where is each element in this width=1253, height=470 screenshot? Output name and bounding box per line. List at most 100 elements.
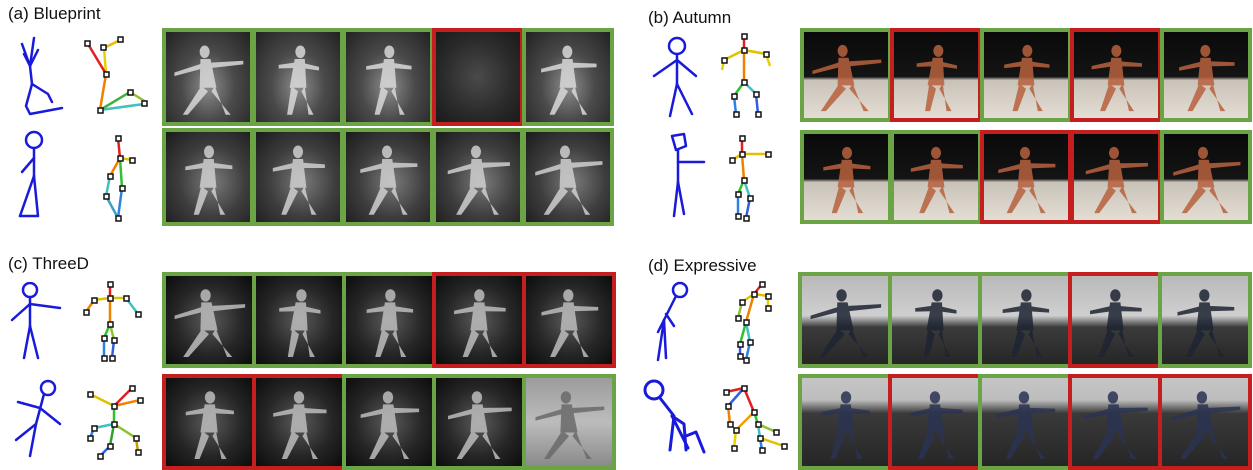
video-frame-image: [526, 378, 612, 466]
sketch-c-2: [14, 379, 62, 458]
video-frame-image: [984, 32, 1068, 118]
frame-d-1-3: [978, 272, 1072, 368]
video-frame-image: [1162, 378, 1248, 466]
frame-c-2-4: [432, 374, 526, 470]
skeleton-c-2: [87, 385, 144, 460]
video-frame-image: [1072, 276, 1158, 364]
frame-d-2-5: [1158, 374, 1252, 470]
video-frame-image: [256, 132, 340, 222]
frame-d-1-1: [798, 272, 892, 368]
video-frame-image: [436, 378, 522, 466]
frame-c-1-4: [432, 272, 526, 368]
video-frame-image: [526, 276, 612, 364]
sketch-b-2: [670, 132, 706, 218]
sketch-a-1: [20, 36, 64, 116]
video-frame-image: [1074, 134, 1158, 220]
video-frame-image: [526, 32, 610, 122]
panel-a-label: (a) Blueprint: [8, 4, 101, 23]
video-frame-image: [166, 276, 252, 364]
video-frame-image: [436, 132, 520, 222]
frame-a-1-1: [162, 28, 254, 126]
video-frame-image: [256, 276, 342, 364]
frame-c-1-5: [522, 272, 616, 368]
video-frame-image: [166, 32, 250, 122]
frame-b-1-4: [1070, 28, 1162, 122]
video-frame-image: [346, 132, 430, 222]
video-frame-image: [166, 132, 250, 222]
frame-c-2-3: [342, 374, 436, 470]
video-frame-image: [892, 276, 978, 364]
video-frame-image: [166, 378, 252, 466]
frame-a-2-3: [342, 128, 434, 226]
skeleton-d-2: [723, 385, 788, 454]
frame-a-1-2: [252, 28, 344, 126]
panel-d-label: (d) Expressive: [648, 256, 757, 275]
frame-c-1-2: [252, 272, 346, 368]
video-frame-image: [892, 378, 978, 466]
panel-b-label: (b) Autumn: [648, 8, 732, 27]
video-frame-image: [436, 32, 520, 122]
video-frame-image: [982, 276, 1068, 364]
sketch-d-2: [643, 379, 706, 454]
video-frame-image: [1072, 378, 1158, 466]
frame-d-2-1: [798, 374, 892, 470]
frame-c-2-1: [162, 374, 256, 470]
sketch-c-1: [10, 282, 62, 360]
frame-a-1-4: [432, 28, 524, 126]
frame-c-2-2: [252, 374, 346, 470]
frame-b-1-2: [890, 28, 982, 122]
frame-d-1-5: [1158, 272, 1252, 368]
video-frame-image: [346, 276, 432, 364]
frame-a-1-5: [522, 28, 614, 126]
frame-d-2-4: [1068, 374, 1162, 470]
video-frame-image: [804, 134, 888, 220]
video-frame-image: [894, 32, 978, 118]
frame-b-2-4: [1070, 130, 1162, 224]
sketch-b-1: [652, 36, 698, 118]
frame-b-2-1: [800, 130, 892, 224]
skeleton-c-1: [83, 281, 142, 362]
frame-a-1-3: [342, 28, 434, 126]
frame-a-2-5: [522, 128, 614, 226]
video-frame-image: [346, 378, 432, 466]
video-frame-image: [982, 378, 1068, 466]
frame-b-1-1: [800, 28, 892, 122]
video-frame-image: [984, 134, 1068, 220]
frame-c-1-3: [342, 272, 436, 368]
sketch-d-1: [656, 281, 689, 362]
skeleton-a-1: [84, 36, 148, 114]
frame-b-2-5: [1160, 130, 1252, 224]
skeleton-a-2: [103, 135, 136, 222]
frame-d-2-2: [888, 374, 982, 470]
video-frame-image: [1162, 276, 1248, 364]
video-frame-image: [256, 378, 342, 466]
video-frame-image: [802, 378, 888, 466]
video-frame-image: [1164, 32, 1248, 118]
video-frame-image: [526, 132, 610, 222]
frame-c-1-1: [162, 272, 256, 368]
frame-b-2-3: [980, 130, 1072, 224]
frame-d-2-3: [978, 374, 1072, 470]
frame-c-2-5: [522, 374, 616, 470]
video-frame-image: [436, 276, 522, 364]
sketch-a-2: [18, 130, 44, 218]
video-frame-image: [346, 32, 430, 122]
video-frame-image: [894, 134, 978, 220]
frame-b-2-2: [890, 130, 982, 224]
skeleton-d-1: [735, 281, 772, 364]
frame-b-1-3: [980, 28, 1072, 122]
frame-d-1-2: [888, 272, 982, 368]
panel-c-label: (c) ThreeD: [8, 254, 89, 273]
frame-d-1-4: [1068, 272, 1162, 368]
video-frame-image: [1164, 134, 1248, 220]
frame-a-2-1: [162, 128, 254, 226]
frame-a-2-4: [432, 128, 524, 226]
skeleton-b-1: [720, 33, 772, 118]
video-frame-image: [804, 32, 888, 118]
frame-b-1-5: [1160, 28, 1252, 122]
frame-a-2-2: [252, 128, 344, 226]
video-frame-image: [1074, 32, 1158, 118]
video-frame-image: [802, 276, 888, 364]
video-frame-image: [256, 32, 340, 122]
skeleton-b-2: [729, 135, 772, 222]
